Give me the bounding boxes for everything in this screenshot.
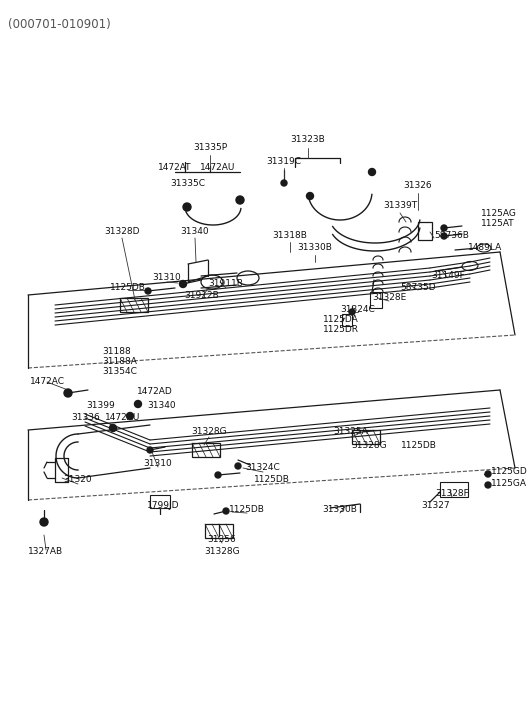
Circle shape [223,508,229,514]
Bar [352,430,380,444]
Circle shape [40,518,48,526]
Circle shape [485,471,491,477]
Text: 1125DB: 1125DB [401,441,437,449]
Text: 31340: 31340 [148,401,176,411]
Bar [440,482,468,497]
Circle shape [135,401,142,408]
Circle shape [349,309,355,315]
Text: 1472AC: 1472AC [29,377,64,387]
Text: 31188A: 31188A [103,358,137,366]
Text: 31310: 31310 [144,459,172,467]
Text: 31326: 31326 [404,180,433,190]
Bar [150,495,170,508]
Text: 31324C: 31324C [340,305,376,313]
Text: 1472AD: 1472AD [137,387,173,396]
Text: 31340: 31340 [181,228,209,236]
Circle shape [215,472,221,478]
Text: 1472AU: 1472AU [201,164,236,172]
Text: 1125DA: 1125DA [323,316,359,324]
Text: 31339T: 31339T [383,201,417,209]
Text: 31323B: 31323B [290,135,326,145]
Text: 1125GA: 1125GA [491,478,527,488]
Text: 31356: 31356 [207,536,236,545]
Bar [418,222,432,240]
Text: 31318B: 31318B [272,230,307,239]
Circle shape [235,463,241,469]
Text: 31327: 31327 [422,500,450,510]
Circle shape [485,482,491,488]
Text: 31330B: 31330B [297,244,332,252]
Text: 31328G: 31328G [351,441,387,449]
Text: 31335P: 31335P [193,143,227,153]
Text: 58735D: 58735D [400,283,436,292]
Text: 31330B: 31330B [322,505,358,515]
Circle shape [110,425,117,432]
Circle shape [127,412,134,419]
Text: 1125DR: 1125DR [323,326,359,334]
Bar [370,292,382,308]
Circle shape [147,447,153,453]
Text: 31354C: 31354C [103,368,137,377]
Text: 31320: 31320 [64,475,93,484]
Text: 31149F: 31149F [431,270,465,279]
Text: 1472AU: 1472AU [105,414,140,422]
Circle shape [236,196,244,204]
Text: 31912B: 31912B [185,291,219,300]
Bar [205,524,233,538]
Text: 31310: 31310 [153,273,181,283]
Circle shape [64,389,72,397]
Text: 31328E: 31328E [372,294,406,302]
Circle shape [183,203,191,211]
Text: 1472AT: 1472AT [158,164,192,172]
Text: 31328F: 31328F [435,489,469,499]
Text: 31336: 31336 [72,414,101,422]
Text: 1799JD: 1799JD [147,500,179,510]
Bar [120,298,148,312]
Text: 31324C: 31324C [246,464,280,473]
Text: 1125DB: 1125DB [110,283,146,292]
Circle shape [281,180,287,186]
Text: 31319C: 31319C [267,156,302,166]
Circle shape [369,169,376,175]
Text: 31911B: 31911B [209,279,244,289]
Bar [192,443,220,457]
Text: 1327AB: 1327AB [28,547,63,556]
Circle shape [441,225,447,231]
Text: 31399: 31399 [87,401,115,411]
Text: 31328G: 31328G [191,427,227,436]
Text: 31328G: 31328G [204,547,240,556]
Text: 31188: 31188 [103,348,131,356]
Text: 31325A: 31325A [334,427,368,436]
Circle shape [179,281,187,287]
Circle shape [145,288,151,294]
Text: 1125DB: 1125DB [229,505,265,515]
Text: (000701-010901): (000701-010901) [8,18,111,31]
Text: 1125GD: 1125GD [491,467,528,476]
Text: 31328D: 31328D [104,228,140,236]
Text: 58736B: 58736B [434,231,469,241]
Bar [342,314,352,326]
Circle shape [441,233,447,239]
Circle shape [306,193,313,199]
Text: 1125AG: 1125AG [481,209,517,219]
Text: 1125AT: 1125AT [481,220,514,228]
Text: 31335C: 31335C [170,179,205,188]
Text: 1489LA: 1489LA [468,244,502,252]
Text: 1125DB: 1125DB [254,475,290,484]
